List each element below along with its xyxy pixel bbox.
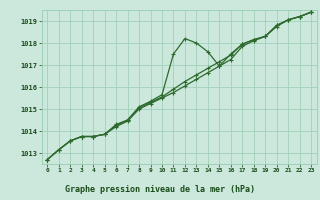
Text: Graphe pression niveau de la mer (hPa): Graphe pression niveau de la mer (hPa) — [65, 185, 255, 194]
